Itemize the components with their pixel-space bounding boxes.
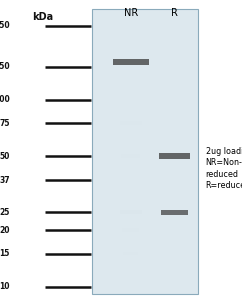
Text: 50: 50 xyxy=(0,152,10,160)
Text: 75: 75 xyxy=(0,118,10,127)
Text: 10: 10 xyxy=(0,282,10,291)
Text: R: R xyxy=(171,8,178,17)
Bar xyxy=(121,154,140,158)
Text: 250: 250 xyxy=(0,21,10,30)
Text: NR: NR xyxy=(124,8,138,17)
Bar xyxy=(113,59,149,65)
Text: 20: 20 xyxy=(0,226,10,235)
Bar xyxy=(123,252,138,255)
Text: 37: 37 xyxy=(0,176,10,185)
Text: 25: 25 xyxy=(0,208,10,217)
Text: kDa: kDa xyxy=(32,12,53,22)
Bar xyxy=(120,210,142,214)
Text: 15: 15 xyxy=(0,249,10,258)
Bar xyxy=(120,121,142,125)
Text: 2ug loading
NR=Non-
reduced
R=reduced: 2ug loading NR=Non- reduced R=reduced xyxy=(206,147,242,190)
Bar xyxy=(159,153,190,159)
Bar xyxy=(92,9,198,294)
Text: 150: 150 xyxy=(0,62,10,71)
Bar xyxy=(161,209,188,215)
Text: 100: 100 xyxy=(0,95,10,104)
Bar xyxy=(122,229,139,232)
